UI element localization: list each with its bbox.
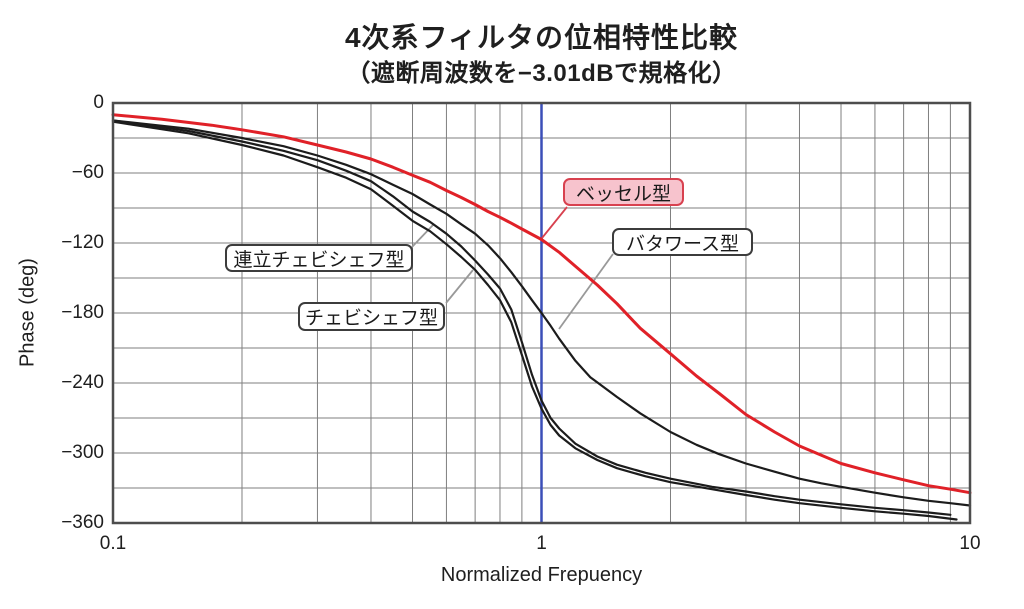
y-tick-label: −180 — [61, 302, 104, 323]
x-tick-label: 0.1 — [99, 533, 127, 554]
curve-butterworth — [111, 119, 972, 507]
y-tick-label: −60 — [71, 162, 104, 183]
y-tick-label: −300 — [61, 442, 104, 463]
y-tick-label: −240 — [61, 372, 104, 393]
x-axis-label: Normalized Frepuency — [440, 564, 643, 586]
y-axis-label: Phase (deg) — [16, 258, 39, 367]
curve-chebyshev — [111, 120, 958, 521]
bessel-label-pointer — [541, 206, 568, 239]
butterworth-label-pointer — [558, 253, 614, 330]
y-tick-label: −120 — [61, 232, 104, 253]
y-tick-label: 0 — [93, 92, 104, 113]
chebyshev-label: チェビシェフ型 — [298, 302, 445, 331]
x-tick-label: 1 — [536, 533, 547, 554]
chart-subtitle: （遮断周波数を−3.01dBで規格化） — [346, 60, 737, 87]
bessel-label: ベッセル型 — [563, 178, 684, 206]
elliptic-label-pointer — [411, 224, 434, 248]
plot-border — [111, 101, 972, 525]
curve-bessel — [111, 113, 972, 495]
curve-inverse-elliptic-chebyshev — [111, 119, 952, 516]
butterworth-label: バタワース型 — [612, 228, 753, 256]
x-tick-label: 10 — [959, 533, 981, 554]
y-tick-label: −360 — [61, 512, 104, 533]
chart-title: 4次系フィルタの位相特性比較 — [344, 22, 738, 53]
chebyshev-label-pointer — [445, 269, 474, 304]
elliptic-label: 連立チェビシェフ型 — [225, 244, 413, 272]
